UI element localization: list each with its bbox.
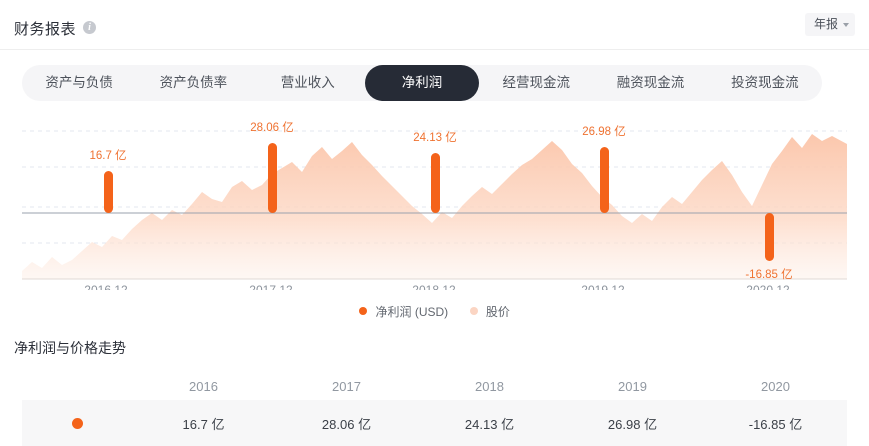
table-row-marker-cell	[22, 417, 132, 429]
info-icon[interactable]: i	[83, 21, 96, 34]
chart-bar-label-2019: 26.98 亿	[582, 125, 625, 138]
period-select-label: 年报	[813, 17, 838, 31]
chart-bar-2016[interactable]	[104, 171, 113, 213]
table-header-2020: 2020	[761, 378, 790, 394]
table-header-2016: 2016	[189, 378, 218, 394]
chart-bar-2017[interactable]	[268, 143, 277, 213]
net-profit-dot-icon	[71, 417, 83, 429]
tab-financing-cashflow[interactable]: 融资现金流	[616, 75, 685, 90]
table-cell-2017: 28.06 亿	[321, 416, 372, 432]
chart-area-series-price	[22, 134, 847, 279]
legend-label-net-profit: 净利润 (USD)	[375, 305, 449, 319]
table-cell-2016: 16.7 亿	[182, 416, 225, 432]
chart-legend: 净利润 (USD) 股价	[0, 303, 869, 320]
chart-bar-label-2020: -16.85 亿	[745, 268, 792, 281]
table-header-2019: 2019	[618, 378, 647, 394]
x-tick-2017: 2017.12	[249, 283, 293, 290]
tab-debt-ratio[interactable]: 资产负债率	[159, 75, 228, 90]
tab-operating-cashflow[interactable]: 经营现金流	[502, 75, 571, 90]
table-cell-2020: -16.85 亿	[748, 416, 803, 432]
chart-bar-label-2017: 28.06 亿	[250, 121, 293, 134]
legend-item-price[interactable]: 股价	[469, 303, 510, 320]
legend-dot-profit-icon	[359, 306, 368, 315]
table-header-2017: 2017	[332, 378, 361, 394]
chart-bar-label-2018: 24.13 亿	[413, 131, 456, 144]
tab-net-profit[interactable]: 净利润	[364, 65, 480, 101]
x-tick-2019: 2019.12	[581, 283, 625, 290]
legend-label-price: 股价	[485, 305, 510, 319]
chart-bar-2019[interactable]	[600, 147, 609, 213]
table-header-row: 2016 2017 2018 2019 2020	[22, 372, 847, 400]
net-profit-table: 2016 2017 2018 2019 2020 16.7 亿 28.06 亿 …	[22, 372, 847, 446]
chart-bar-label-2016: 16.7 亿	[89, 149, 126, 162]
section-title: 净利润与价格走势	[14, 340, 126, 356]
page-header: 财务报表 i 年报	[0, 0, 869, 50]
table-header-2018: 2018	[475, 378, 504, 394]
legend-dot-price-icon	[469, 306, 478, 315]
chart-svg: 16.7 亿 28.06 亿 24.13 亿 26.98 亿 -16.85 亿 …	[22, 121, 847, 290]
chart-bar-labels: 16.7 亿 28.06 亿 24.13 亿 26.98 亿 -16.85 亿	[89, 121, 792, 281]
period-select-dropdown[interactable]: 年报	[804, 13, 855, 36]
chart-bar-2018[interactable]	[431, 153, 440, 213]
table-cell-2018: 24.13 亿	[464, 416, 515, 432]
page-title: 财务报表	[14, 21, 77, 38]
x-tick-2020: 2020.12	[746, 283, 790, 290]
tab-investing-cashflow[interactable]: 投资现金流	[731, 75, 799, 90]
chart-x-axis-labels: 2016.12 2017.12 2018.12 2019.12 2020.12	[84, 283, 790, 290]
x-tick-2018: 2018.12	[412, 283, 456, 290]
legend-item-net-profit[interactable]: 净利润 (USD)	[359, 303, 448, 320]
chevron-down-icon	[843, 23, 849, 27]
chart-bar-2020[interactable]	[765, 213, 774, 261]
tab-assets-liabilities[interactable]: 资产与负债	[45, 75, 113, 90]
statement-tabbar: 资产与负债 资产负债率 营业收入 净利润 经营现金流 融资现金流 投资现金流	[22, 65, 822, 101]
table-row: 16.7 亿 28.06 亿 24.13 亿 26.98 亿 -16.85 亿	[22, 400, 847, 446]
x-tick-2016: 2016.12	[84, 283, 128, 290]
table-cell-2019: 26.98 亿	[607, 416, 658, 432]
tab-revenue[interactable]: 营业收入	[280, 75, 335, 90]
chart-bar-series-net-profit	[104, 143, 774, 261]
net-profit-price-chart: 16.7 亿 28.06 亿 24.13 亿 26.98 亿 -16.85 亿 …	[0, 110, 869, 290]
